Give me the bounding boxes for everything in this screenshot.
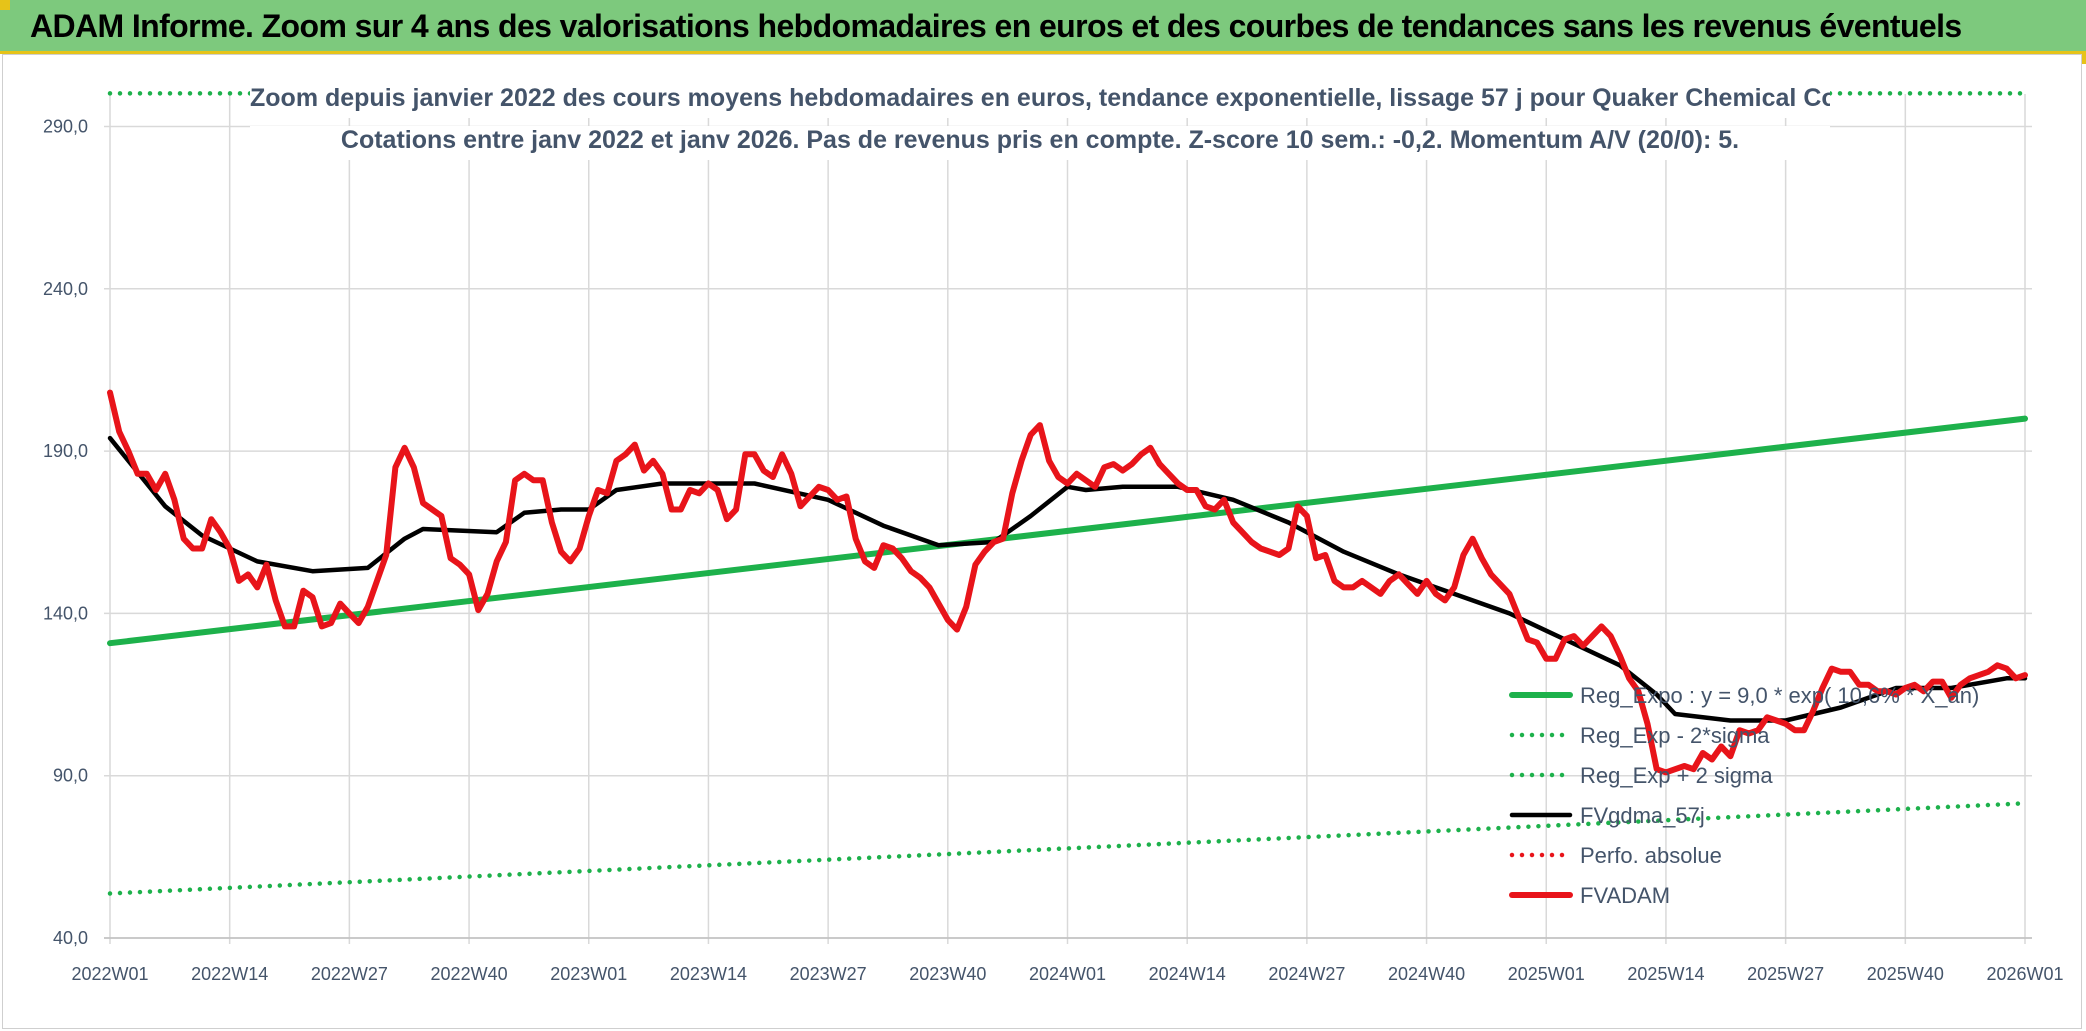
- axis-labels: 40,0 90,0 140,0 190,0 240,0 290,0 2022W01 2022W…: [43, 116, 2064, 984]
- legend-label: Reg_Expo : y = 9,0 * exp( 10,6% * X_an): [1580, 683, 1979, 708]
- x-tick-label: 2022W40: [431, 964, 508, 984]
- x-tick-label: 2025W40: [1867, 964, 1944, 984]
- legend-label: Reg_Exp - 2*sigma: [1580, 723, 1770, 748]
- series-line-reg-expo-y-9-0-exp-10-6-x-an: [107, 415, 2028, 647]
- x-tick-label: 2025W01: [1508, 964, 1585, 984]
- legend-label: Reg_Exp + 2 sigma: [1580, 763, 1773, 788]
- legend-label: Perfo. absolue: [1580, 843, 1722, 868]
- report-banner: ADAM Informe. Zoom sur 4 ans des valoris…: [0, 0, 2086, 54]
- x-tick-label: 2023W14: [670, 964, 747, 984]
- x-tick-label: 2023W01: [550, 964, 627, 984]
- report-title: ADAM Informe. Zoom sur 4 ans des valoris…: [30, 8, 1962, 44]
- x-tick-label: 2022W01: [71, 964, 148, 984]
- legend-label: FVADAM: [1580, 883, 1670, 908]
- grid-lines: [104, 94, 2032, 944]
- y-tick-label: 190,0: [43, 441, 88, 461]
- chart-subtitle: Cotations entre janv 2022 et janv 2026. …: [250, 126, 1830, 160]
- x-tick-label: 2022W14: [191, 964, 268, 984]
- x-tick-label: 2022W27: [311, 964, 388, 984]
- y-tick-label: 140,0: [43, 603, 88, 623]
- series-line-fvgdma-57j: [107, 435, 2028, 723]
- x-tick-label: 2024W27: [1268, 964, 1345, 984]
- banner-corner-left: [0, 0, 10, 10]
- x-tick-label: 2023W40: [909, 964, 986, 984]
- y-tick-label: 240,0: [43, 279, 88, 299]
- series-line-reg-exp-2-sigma: [107, 801, 2028, 896]
- x-tick-label: 2024W14: [1149, 964, 1226, 984]
- legend-label: FVgdma_57j: [1580, 803, 1705, 828]
- y-tick-label: 40,0: [53, 928, 88, 948]
- x-tick-label: 2023W27: [790, 964, 867, 984]
- x-tick-label: 2025W27: [1747, 964, 1824, 984]
- x-tick-label: 2024W01: [1029, 964, 1106, 984]
- chart-legend: Reg_Expo : y = 9,0 * exp( 10,6% * X_an) R…: [1509, 683, 1979, 908]
- chart-title: Zoom depuis janvier 2022 des cours moyen…: [250, 84, 1830, 118]
- x-tick-label: 2026W01: [1986, 964, 2063, 984]
- y-tick-label: 290,0: [43, 116, 88, 136]
- x-tick-label: 2025W14: [1627, 964, 1704, 984]
- y-tick-label: 90,0: [53, 766, 88, 786]
- x-tick-label: 2024W40: [1388, 964, 1465, 984]
- series-line-fvadam: [107, 389, 2028, 776]
